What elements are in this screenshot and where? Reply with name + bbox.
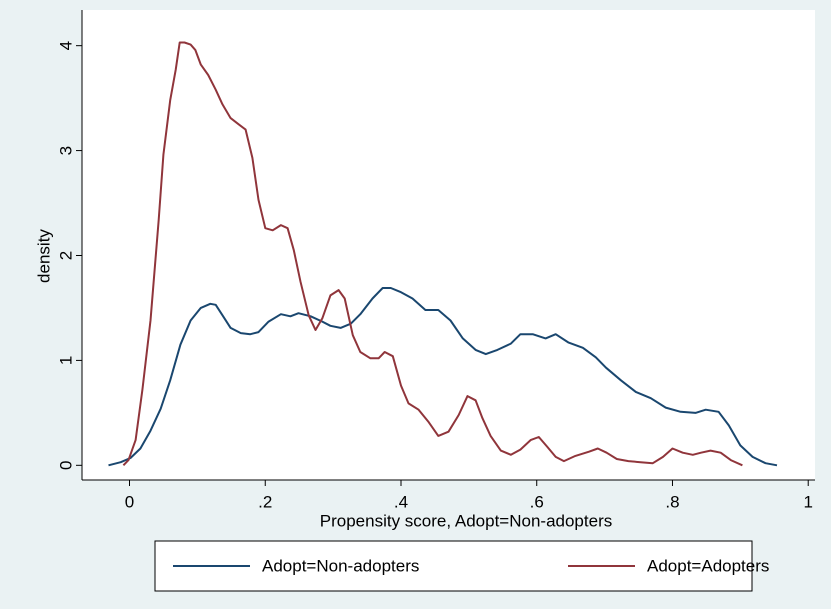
y-axis-title: density — [34, 229, 53, 283]
x-tick-label: .2 — [258, 492, 272, 511]
legend-box — [154, 540, 753, 592]
plot-area — [82, 10, 815, 480]
x-axis-title: Propensity score, Adopt=Non-adopters — [320, 511, 612, 530]
x-tick-label: .8 — [665, 492, 679, 511]
y-tick-label: 0 — [56, 461, 75, 470]
y-tick-label: 2 — [56, 251, 75, 260]
x-tick-label: .6 — [530, 492, 544, 511]
y-tick-label: 3 — [56, 146, 75, 155]
legend: Adopt=Non-adopters Adopt=Adopters — [154, 540, 769, 592]
series-line — [108, 287, 778, 467]
series-line — [122, 41, 743, 467]
legend-label: Adopt=Adopters — [647, 556, 769, 575]
x-tick-label: 0 — [125, 492, 134, 511]
y-tick-label: 4 — [56, 41, 75, 50]
legend-label: Adopt=Non-adopters — [262, 556, 419, 575]
y-tick-label: 1 — [56, 356, 75, 365]
x-tick-label: .4 — [394, 492, 408, 511]
x-tick-label: 1 — [803, 492, 812, 511]
